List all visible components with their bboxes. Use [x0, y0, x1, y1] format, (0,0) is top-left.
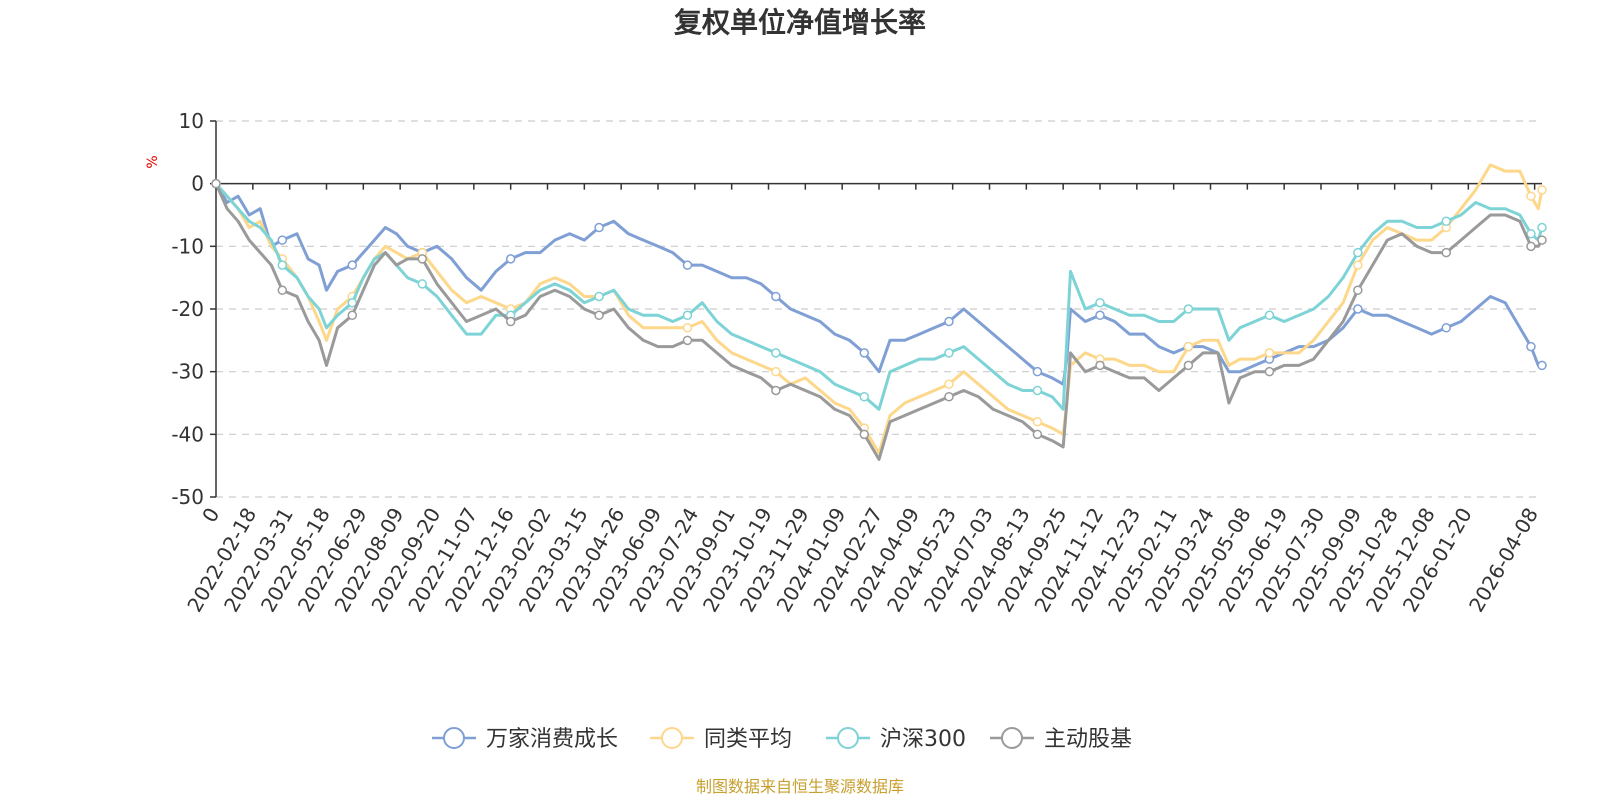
legend-item-3[interactable]: 主动股基: [990, 727, 1132, 752]
series-point: [277, 260, 288, 270]
series-point: [1183, 341, 1194, 352]
series-point: [859, 391, 870, 402]
series-line-1: [214, 163, 1544, 455]
legend-label: 万家消费成长: [486, 727, 618, 752]
series-point: [1032, 385, 1043, 396]
series-point: [1441, 247, 1451, 258]
series-point: [771, 385, 781, 396]
series-point: [682, 323, 693, 333]
series-point: [505, 254, 516, 264]
legend: 万家消费成长 同类平均 沪深300 主动股基: [432, 727, 1132, 752]
series-point: [1537, 235, 1547, 245]
series-point: [1264, 310, 1275, 321]
series-point: [682, 310, 693, 321]
series-point: [1183, 304, 1194, 314]
series-point: [1095, 310, 1105, 321]
x-tick-label: 0: [197, 504, 224, 527]
series-point: [347, 310, 358, 321]
axes: [210, 120, 1542, 498]
legend-label: 同类平均: [704, 727, 792, 752]
source-note: 制图数据来自恒生聚源数据库: [696, 777, 904, 796]
series-point: [1353, 285, 1363, 295]
legend-item-1[interactable]: 同类平均: [650, 727, 792, 752]
series-point: [1095, 297, 1105, 308]
legend-label: 沪深300: [880, 727, 966, 752]
series-line-2: [214, 182, 1544, 411]
series-point: [1264, 348, 1275, 358]
series-point: [944, 316, 954, 327]
series-lines: [211, 163, 1547, 461]
series-point: [771, 348, 781, 358]
series-point: [859, 348, 870, 358]
series-point: [1537, 185, 1547, 195]
x-tick-labels: 02022-02-182022-03-312022-05-182022-06-2…: [182, 504, 1543, 617]
series-point: [771, 366, 781, 377]
y-tick-labels: 10 0 -10 -20 -30 -40 -50: [171, 109, 204, 509]
series-point: [1353, 260, 1363, 270]
series-point: [1537, 222, 1547, 233]
series-line-3: [214, 183, 1544, 461]
series-point: [1353, 304, 1363, 314]
series-point: [1441, 323, 1451, 333]
y-tick-label: 10: [179, 109, 204, 133]
series-point: [1526, 341, 1536, 352]
legend-item-0[interactable]: 万家消费成长: [432, 727, 618, 752]
series-point: [1353, 247, 1363, 258]
series-point: [682, 260, 693, 270]
series-point: [1537, 360, 1547, 371]
legend-marker-icon: [661, 727, 683, 749]
series-line-0: [214, 182, 1542, 386]
series-point: [682, 335, 693, 346]
y-tick-label: -10: [171, 234, 204, 258]
y-tick-label: -20: [171, 297, 204, 321]
chart-title: 复权单位净值增长率: [674, 6, 926, 39]
legend-marker-icon: [1001, 727, 1023, 749]
y-axis-unit: %: [145, 155, 161, 168]
series-point: [859, 429, 870, 440]
series-point: [1032, 417, 1043, 427]
series-point: [594, 222, 604, 233]
series-point: [1526, 191, 1536, 201]
series-point: [594, 310, 604, 321]
legend-label: 主动股基: [1044, 727, 1132, 752]
series-point: [277, 235, 288, 245]
series-point: [417, 254, 428, 264]
series-point: [1032, 429, 1043, 440]
series-point: [1095, 360, 1105, 371]
grid: [216, 120, 1542, 498]
series-point: [1526, 241, 1536, 252]
series-point: [944, 391, 954, 402]
series-point: [944, 348, 954, 358]
series-point: [771, 291, 781, 302]
series-point: [505, 316, 516, 327]
y-tick-label: -40: [171, 422, 204, 446]
x-tick-label: 2026-04-08: [1464, 504, 1543, 617]
series-point: [1264, 366, 1275, 377]
y-tick-label: -50: [171, 485, 204, 509]
series-point: [1183, 360, 1194, 371]
y-tick-label: 0: [191, 172, 204, 196]
y-tick-label: -30: [171, 360, 204, 384]
series-point: [417, 279, 428, 289]
series-point: [1032, 366, 1043, 377]
series-point: [277, 285, 288, 295]
series-point: [211, 178, 221, 189]
legend-item-2[interactable]: 沪深300: [826, 727, 966, 752]
legend-marker-icon: [443, 727, 465, 749]
series-point: [1441, 216, 1451, 227]
series-point: [944, 379, 954, 389]
series-point: [594, 291, 604, 302]
legend-marker-icon: [837, 727, 859, 749]
series-point: [347, 260, 358, 270]
